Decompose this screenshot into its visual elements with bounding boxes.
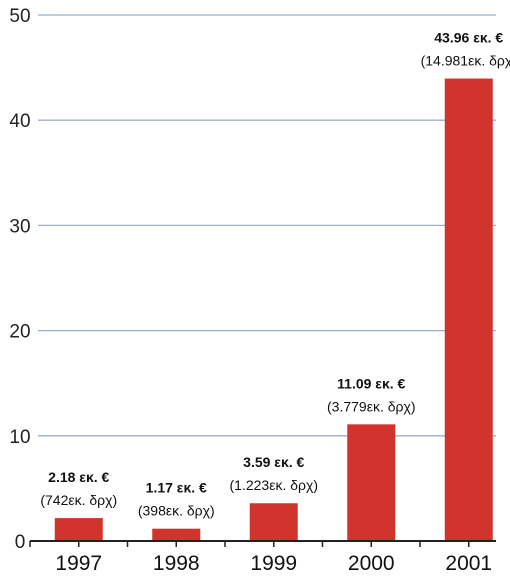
bar-1999 <box>249 503 298 541</box>
data-label-2000: 11.09 εκ. € <box>337 375 405 391</box>
data-label-2001: 43.96 εκ. € <box>434 30 503 46</box>
x-tick-label-2000: 2000 <box>348 552 395 575</box>
data-label-1997: 2.18 εκ. € <box>48 469 109 485</box>
bar-2000 <box>347 424 396 541</box>
x-axis-tick-labels: 1997 1998 1999 2000 2001 <box>55 552 492 575</box>
x-tick-label-2001: 2001 <box>445 552 492 575</box>
y-tick-label-30: 30 <box>9 216 30 237</box>
y-tick-label-10: 10 <box>9 427 30 448</box>
x-tick-label-1997: 1997 <box>55 552 102 575</box>
secondary-label-2001: (14.981εκ. δρχ) <box>421 53 510 69</box>
y-tick-label-20: 20 <box>9 322 30 343</box>
secondary-label-1998: (398εκ. δρχ) <box>138 503 215 519</box>
secondary-label-2000: (3.779εκ. δρχ) <box>327 398 415 414</box>
data-label-1999: 3.59 εκ. € <box>243 454 304 470</box>
gridlines <box>38 14 496 437</box>
y-tick-label-50: 50 <box>9 6 30 27</box>
bars <box>54 78 493 541</box>
y-tick-label-40: 40 <box>9 111 30 132</box>
x-axis <box>29 540 496 547</box>
secondary-label-1997: (742εκ. δρχ) <box>40 492 117 508</box>
x-tick-label-1999: 1999 <box>250 552 297 575</box>
y-tick-label-0: 0 <box>15 532 26 553</box>
bar-2001 <box>444 78 493 541</box>
y-axis-tick-labels: 0 10 20 30 40 50 <box>9 6 30 553</box>
data-labels: 2.18 εκ. € (742εκ. δρχ) 1.17 εκ. € (398εκ. … <box>40 30 510 519</box>
bar-1998 <box>152 528 201 541</box>
bar-1997 <box>54 518 103 541</box>
data-label-1998: 1.17 εκ. € <box>146 480 207 496</box>
x-tick-label-1998: 1998 <box>153 552 200 575</box>
secondary-label-1999: (1.223εκ. δρχ) <box>230 477 318 493</box>
